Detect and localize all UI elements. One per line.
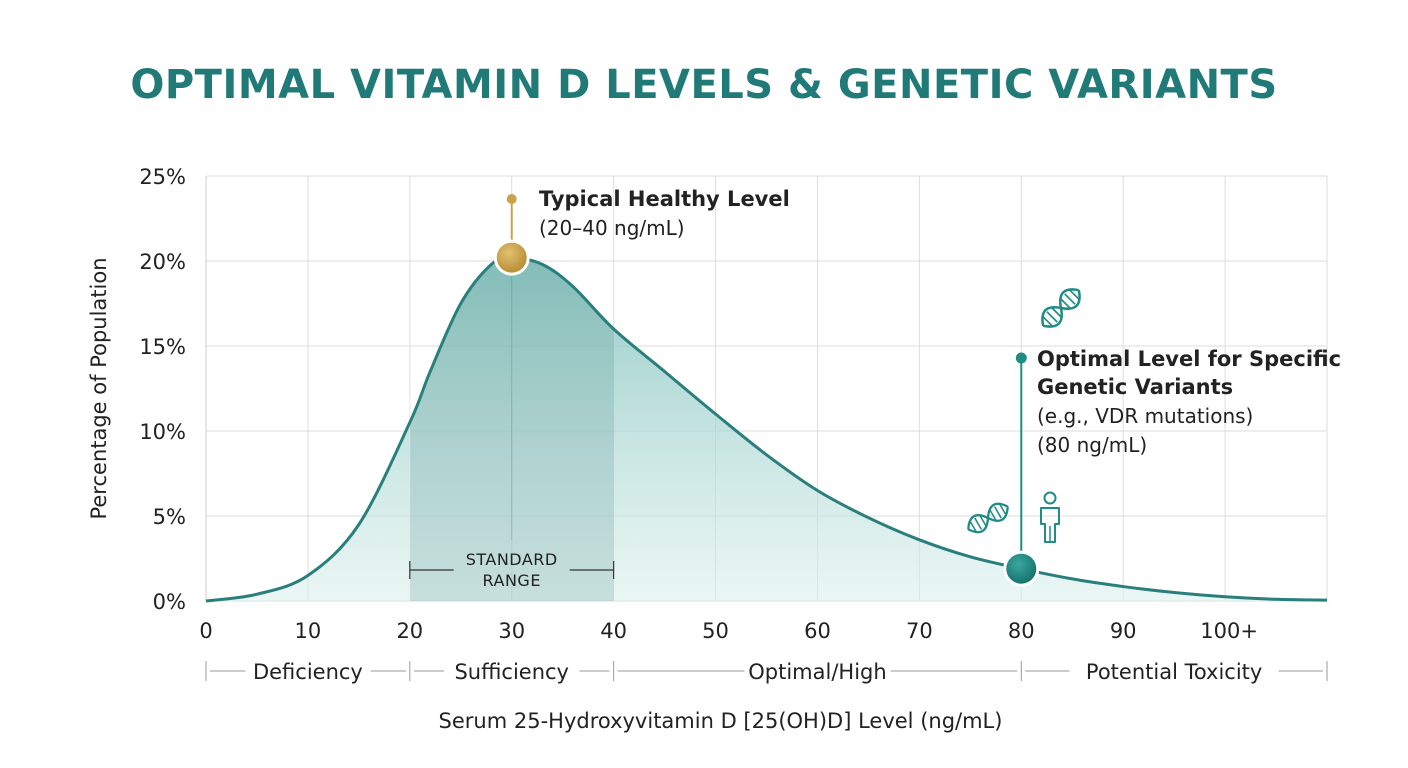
dna-rung — [998, 503, 1007, 516]
dna-rung — [1050, 306, 1063, 319]
x-axis-label: Serum 25-Hydroxyvitamin D [25(OH)D] Leve… — [439, 709, 1003, 733]
optimal-dot-small — [1015, 352, 1027, 364]
y-tick-label: 5% — [153, 505, 186, 529]
y-tick-label: 15% — [139, 335, 186, 359]
x-tick-label: 60 — [804, 619, 831, 643]
person-body — [1040, 507, 1060, 543]
typical-dot-small — [506, 194, 517, 204]
marks: STANDARD RANGE Typical Healthy Level (20–40… — [409, 187, 1341, 590]
y-axis-label: Percentage of Population — [87, 257, 111, 519]
page-title: OPTIMAL VITAMIN D LEVELS & GENETIC VARIA… — [130, 62, 1278, 108]
dna-rung — [969, 520, 978, 533]
y-tick-label: 25% — [139, 165, 186, 189]
optimal-marker — [1006, 553, 1037, 584]
dna-rung — [993, 506, 1002, 519]
zone-label: Sufficiency — [454, 660, 569, 684]
dna-rung — [1046, 311, 1058, 323]
x-tick-label: 20 — [396, 619, 423, 643]
person-head — [1043, 491, 1057, 505]
optimal-title: Optimal Level for Specific — [1037, 347, 1341, 371]
x-tick-label: 100+ — [1200, 619, 1258, 643]
x-tick-label: 90 — [1110, 619, 1137, 643]
standard-range-label: STANDARD — [466, 550, 558, 569]
zone-label: Deficiency — [253, 660, 363, 684]
dna-rung — [1068, 288, 1081, 301]
zone-label: Potential Toxicity — [1086, 660, 1262, 684]
x-tick-label: 0 — [199, 619, 212, 643]
dna-icon — [967, 502, 1009, 534]
dna-rung — [974, 517, 983, 530]
optimal-detail: (e.g., VDR mutations) — [1037, 404, 1253, 428]
x-tick-label: 10 — [295, 619, 322, 643]
optimal-detail-2: (80 ng/mL) — [1037, 433, 1147, 457]
standard-range-label-2: RANGE — [483, 571, 541, 590]
x-tick-label: 30 — [498, 619, 525, 643]
dna-rung — [988, 509, 997, 522]
zone-label: Optimal/High — [748, 660, 886, 684]
person-icon — [1040, 491, 1060, 543]
x-tick-label: 50 — [702, 619, 729, 643]
dna-rung — [979, 514, 988, 527]
dna-rung — [1059, 297, 1072, 310]
typical-title: Typical Healthy Level — [539, 187, 790, 211]
icons-layer — [967, 288, 1081, 543]
zones-layer: Deficiency Sufficiency Optimal/High Potenti… — [205, 660, 1328, 684]
x-tick-label: 80 — [1008, 619, 1035, 643]
y-tick-label: 0% — [153, 590, 186, 614]
optimal-title-2: Genetic Variants — [1037, 375, 1233, 399]
dna-strand — [967, 502, 1009, 534]
dna-rung — [1064, 293, 1076, 305]
curve-area — [206, 257, 1327, 601]
y-tick-label: 20% — [139, 250, 186, 274]
y-tick-label: 10% — [139, 420, 186, 444]
dna-icon — [1041, 288, 1081, 328]
typical-marker — [496, 242, 527, 273]
x-tick-label: 40 — [600, 619, 627, 643]
typical-detail: (20–40 ng/mL) — [539, 216, 685, 240]
x-tick-label: 70 — [906, 619, 933, 643]
dna-strand — [1042, 288, 1080, 328]
dna-rung — [1041, 315, 1054, 328]
curve-line — [205, 256, 1328, 603]
axes: 0 10 20 30 40 50 60 70 80 90 100+ 0% 5% 10% 15% 20% 25% P… — [87, 165, 1258, 733]
